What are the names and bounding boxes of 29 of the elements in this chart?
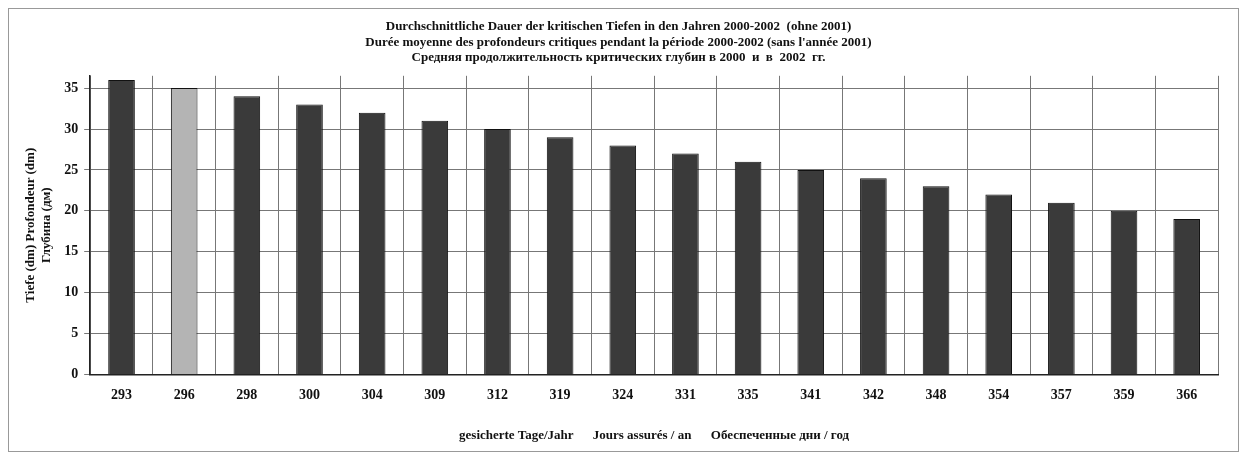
x-tick-label: 324 <box>612 386 634 402</box>
x-tick-label: 348 <box>925 386 947 402</box>
y-axis-title: Tiefe (dm) Profondeur (dm) Глубина (дм) <box>22 147 53 303</box>
x-tick-label: 304 <box>361 386 383 402</box>
x-tick-label: 331 <box>674 386 696 402</box>
x-tick-label: 312 <box>486 386 508 402</box>
x-tick-label: 341 <box>800 386 822 402</box>
x-tick-label: 359 <box>1113 386 1135 402</box>
y-tick-label: 30 <box>64 120 79 136</box>
y-tick-label: 15 <box>64 243 79 259</box>
chart-title: Durchschnittliche Dauer der kritischen Tiefen in den Jahren 2000-2002 (ohne 2001) Durée moyenne des profondeurs critiques pendant la période 2000-2002 (sans l'année 2001) Средняя продолжительность критических глубин в 2000 и в 2002 гг. <box>365 18 872 65</box>
x-tick-label: 300 <box>298 386 320 402</box>
x-axis-title: gesicherte Tage/Jahr Jours assurés / an Обеспеченные дни / год <box>459 426 850 442</box>
y-tick-label: 35 <box>64 79 79 95</box>
x-tick-label: 335 <box>737 386 759 402</box>
y-tick-label: 5 <box>71 325 79 341</box>
x-tick-label: 309 <box>424 386 446 402</box>
x-tick-label: 296 <box>173 386 195 402</box>
x-tick-label: 293 <box>111 386 133 402</box>
x-tick-label: 319 <box>549 386 571 402</box>
y-tick-label: 20 <box>64 202 79 218</box>
x-tick-label: 354 <box>988 386 1010 402</box>
x-tick-label: 366 <box>1176 386 1198 402</box>
x-tick-label: 357 <box>1050 386 1072 402</box>
y-tick-label: 0 <box>71 366 79 382</box>
y-tick-label: 25 <box>64 161 79 177</box>
x-tick-label: 298 <box>236 386 258 402</box>
y-tick-label: 10 <box>64 284 79 300</box>
x-tick-label: 342 <box>862 386 884 402</box>
